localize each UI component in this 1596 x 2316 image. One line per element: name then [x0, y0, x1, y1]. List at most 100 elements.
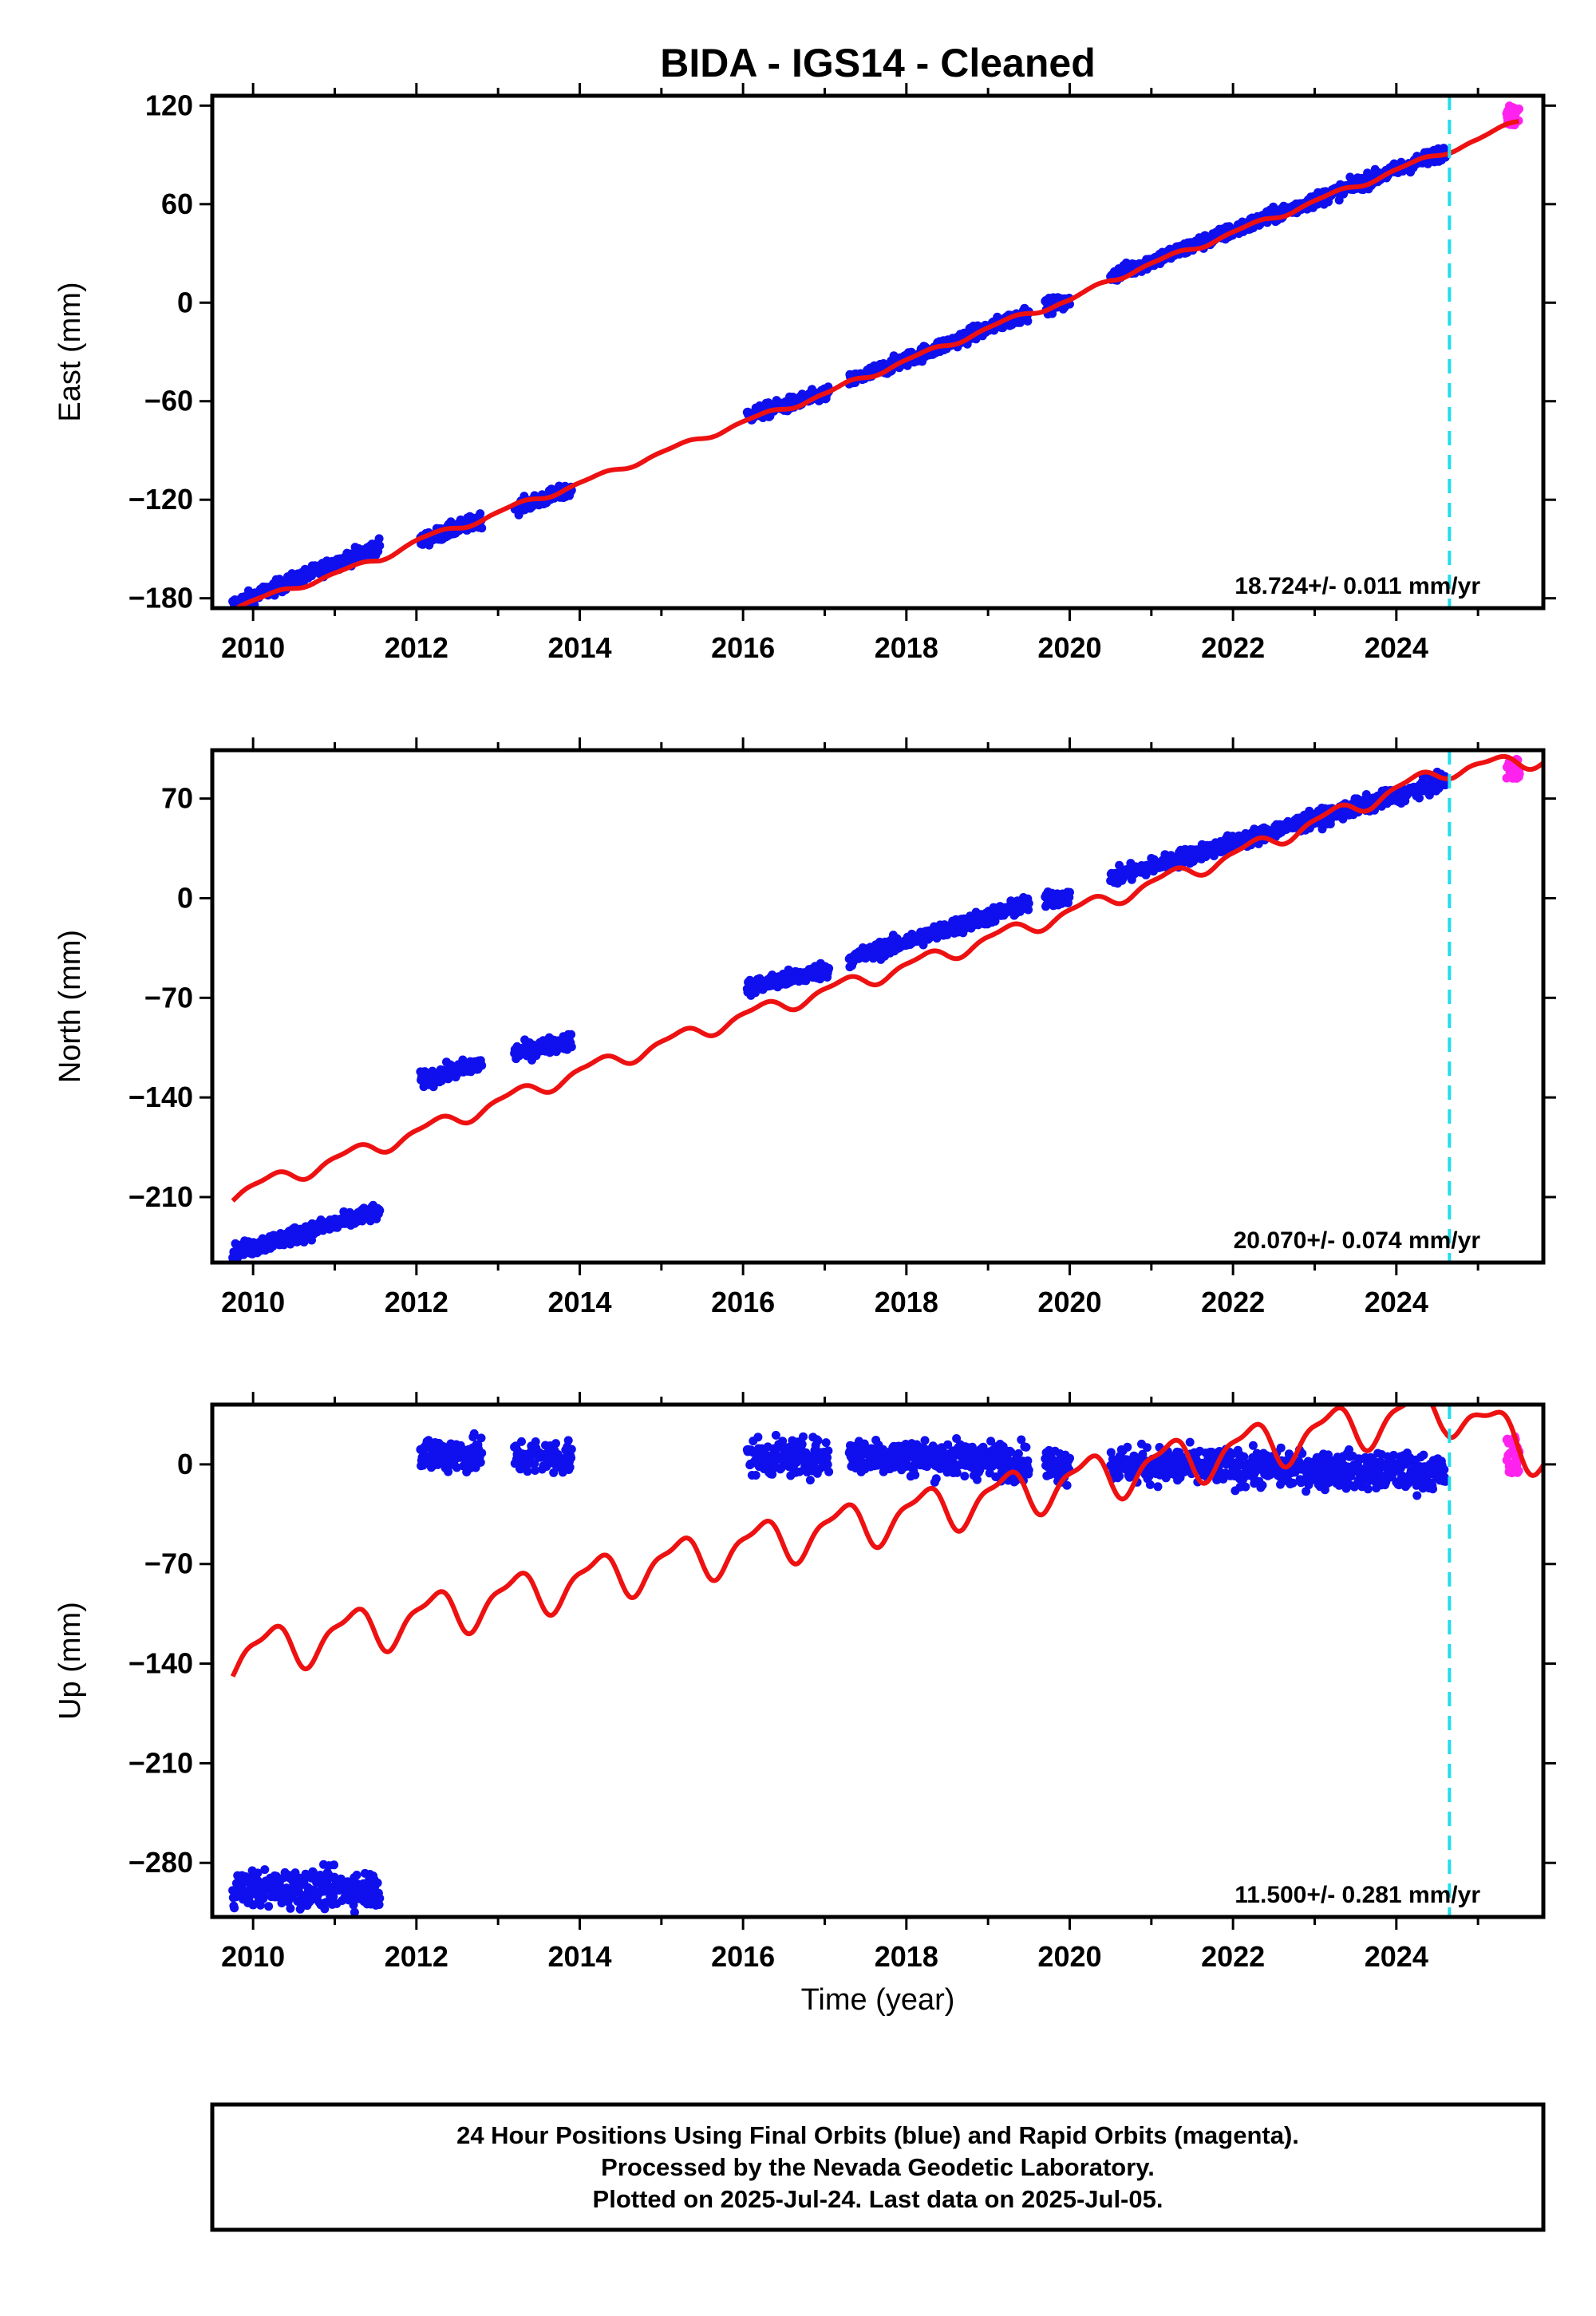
- up-final-point: [1106, 1448, 1116, 1457]
- north-frame: [210, 748, 1546, 1265]
- east-xtick-label: 2020: [1037, 631, 1101, 664]
- up-final-orbit-points: [228, 1429, 1450, 1917]
- up-final-point: [476, 1433, 486, 1443]
- east-final-point: [1334, 196, 1344, 205]
- up-final-point: [1017, 1435, 1026, 1445]
- up-final-point: [551, 1439, 560, 1448]
- up-final-point: [1115, 1472, 1124, 1481]
- up-final-point: [260, 1865, 270, 1875]
- up-final-point: [476, 1457, 485, 1467]
- up-final-point: [1241, 1482, 1250, 1492]
- up-final-point: [1013, 1448, 1023, 1458]
- north-y-axis-label: North (mm): [53, 930, 87, 1083]
- north-xtick-label: 2024: [1365, 1286, 1428, 1318]
- east-final-point: [375, 541, 385, 551]
- up-final-point: [975, 1465, 985, 1475]
- north-plot-area: [228, 750, 1543, 1263]
- up-final-point: [264, 1902, 274, 1911]
- up-final-point: [805, 1476, 815, 1485]
- up-final-point: [931, 1474, 941, 1484]
- up-final-point: [771, 1430, 780, 1440]
- up-final-point: [824, 1467, 834, 1476]
- north-rate-label: 20.070+/- 0.074 mm/yr: [1234, 1227, 1481, 1254]
- up-final-point: [753, 1433, 763, 1442]
- up-final-point: [349, 1900, 358, 1910]
- up-final-point: [1138, 1449, 1148, 1459]
- east-xtick-label: 2016: [711, 631, 775, 664]
- up-final-point: [824, 1446, 833, 1456]
- north-ytick-label: −210: [128, 1180, 193, 1213]
- up-final-point: [799, 1432, 808, 1441]
- up-final-point: [1023, 1456, 1033, 1465]
- up-final-point: [469, 1429, 479, 1438]
- up-final-point: [563, 1436, 573, 1445]
- up-final-point: [230, 1903, 239, 1913]
- up-final-point: [253, 1868, 263, 1878]
- up-final-point: [477, 1448, 487, 1458]
- east-ytick-label: 0: [177, 286, 193, 318]
- east-final-point: [374, 534, 384, 543]
- up-final-point: [1239, 1452, 1249, 1461]
- north-final-point: [567, 1030, 576, 1039]
- up-final-point: [823, 1460, 832, 1469]
- up-final-point: [1276, 1443, 1286, 1452]
- up-final-point: [549, 1468, 559, 1477]
- up-final-point: [1123, 1442, 1132, 1452]
- north-final-point: [477, 1061, 487, 1070]
- east-ytick-label: −180: [128, 582, 193, 615]
- north-model-curve: [231, 753, 1543, 1203]
- east-final-point: [477, 524, 487, 533]
- up-final-point: [1021, 1442, 1031, 1452]
- up-final-point: [1349, 1482, 1359, 1492]
- north-ytick-label: −140: [128, 1081, 193, 1113]
- up-final-point: [960, 1472, 970, 1481]
- east-xtick-label: 2012: [385, 631, 448, 664]
- up-final-point: [1258, 1480, 1267, 1490]
- north-final-point: [567, 1042, 576, 1052]
- up-final-point: [809, 1458, 819, 1468]
- east-ytick-label: −120: [128, 483, 193, 516]
- north-rapid-point: [1514, 773, 1523, 782]
- north-xtick-label: 2012: [385, 1286, 448, 1318]
- north-ytick-label: −70: [144, 981, 193, 1014]
- up-final-point: [943, 1440, 953, 1449]
- east-y-axis-label: East (mm): [53, 282, 87, 421]
- up-final-point: [523, 1467, 532, 1476]
- up-final-point: [320, 1904, 330, 1914]
- north-xtick-label: 2010: [221, 1286, 285, 1318]
- north-final-point: [299, 1237, 309, 1247]
- north-xtick-label: 2022: [1201, 1286, 1265, 1318]
- up-final-point: [375, 1894, 385, 1903]
- up-final-point: [330, 1860, 338, 1870]
- east-rapid-point: [1511, 110, 1520, 119]
- up-final-point: [1062, 1480, 1072, 1490]
- up-final-point: [373, 1878, 382, 1887]
- east-xtick-label: 2024: [1365, 631, 1428, 664]
- east-model-curve: [231, 119, 1520, 608]
- east-ytick-label: 120: [145, 89, 193, 121]
- up-final-point: [565, 1463, 575, 1472]
- up-final-point: [286, 1903, 295, 1913]
- east-xtick-label: 2010: [221, 631, 285, 664]
- up-final-point: [567, 1445, 576, 1454]
- north-xtick-label: 2020: [1037, 1286, 1101, 1318]
- north-final-point: [1024, 899, 1033, 908]
- up-final-point: [1298, 1448, 1307, 1458]
- up-final-point: [1006, 1448, 1016, 1456]
- up-final-point: [1142, 1443, 1152, 1452]
- east-plot-area: [228, 96, 1523, 608]
- up-final-point: [813, 1436, 823, 1445]
- east-rate-label: 18.724+/- 0.011 mm/yr: [1235, 573, 1480, 599]
- up-final-point: [1185, 1437, 1195, 1447]
- up-final-point: [973, 1475, 982, 1484]
- up-final-point: [531, 1437, 540, 1446]
- up-final-point: [952, 1468, 962, 1477]
- north-final-point: [1440, 781, 1450, 790]
- up-final-point: [797, 1440, 807, 1449]
- north-xtick-label: 2014: [547, 1286, 611, 1318]
- up-final-point: [444, 1467, 453, 1476]
- east-xtick-label: 2018: [875, 631, 938, 664]
